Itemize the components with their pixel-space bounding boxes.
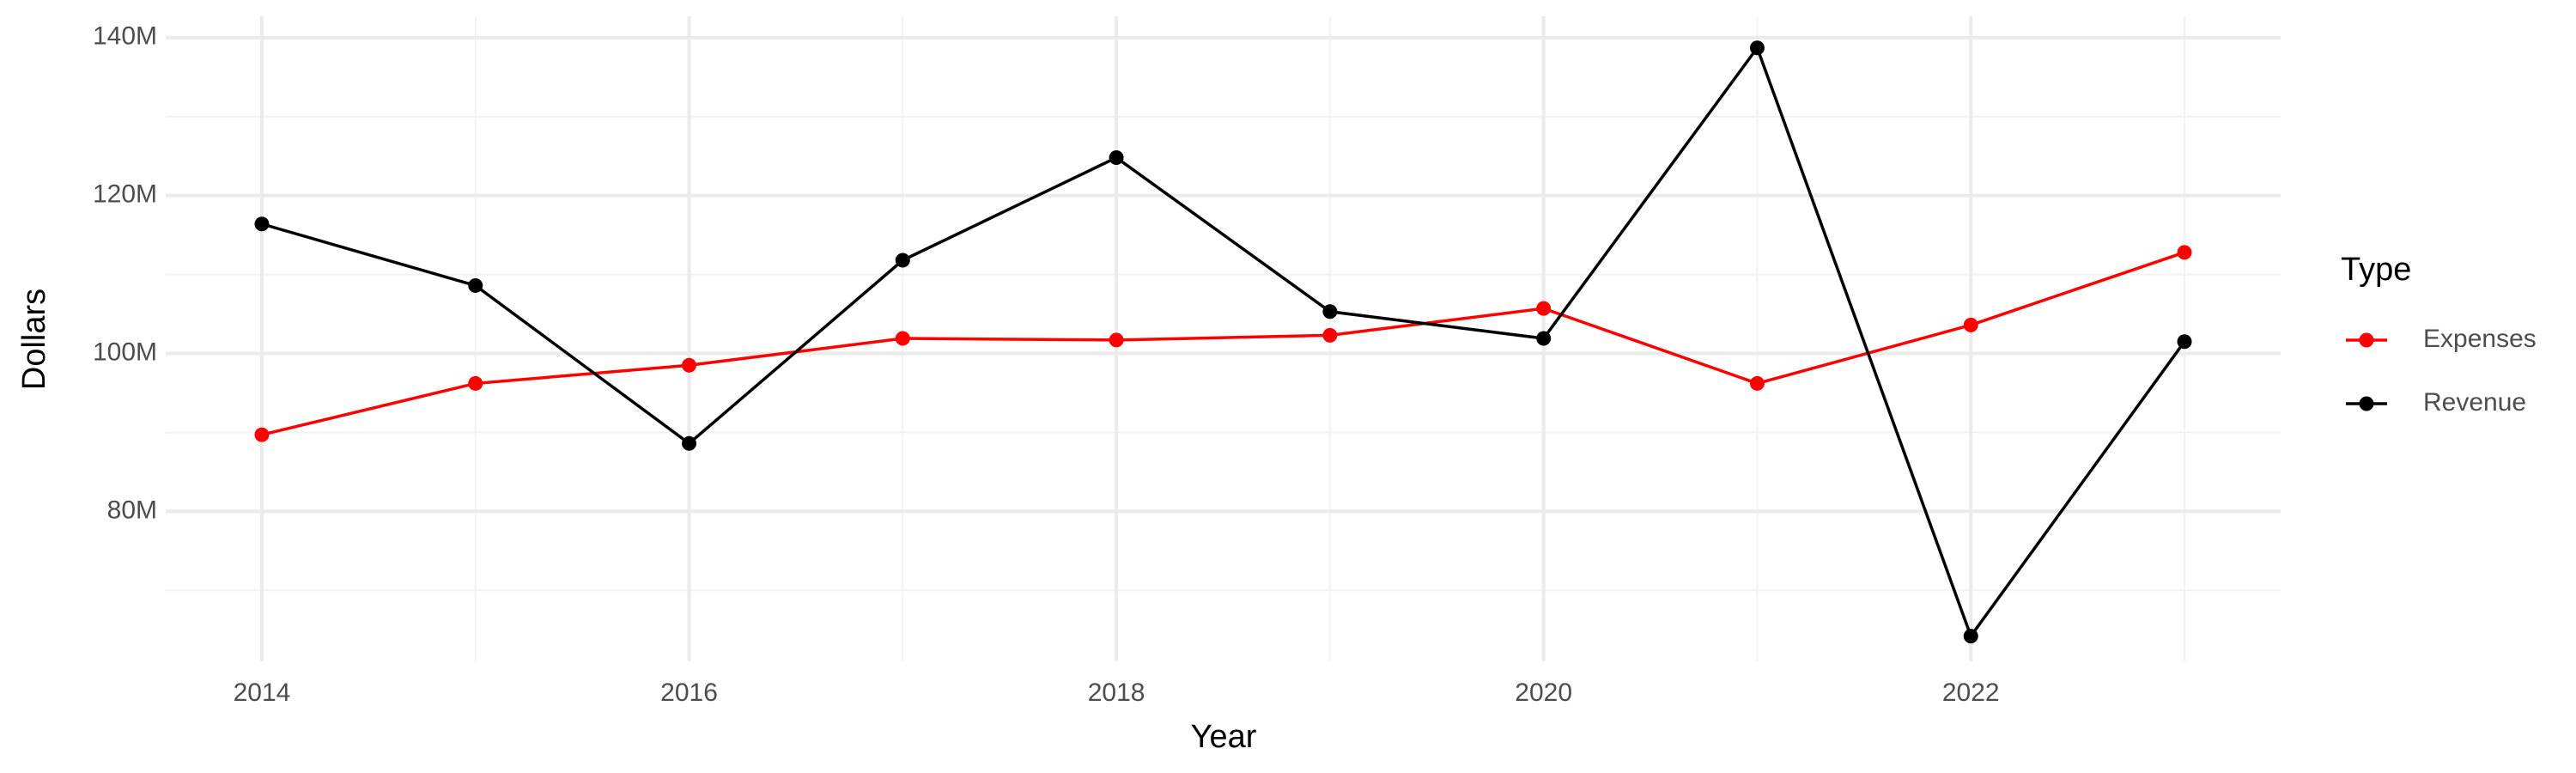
data-point	[1536, 331, 1552, 346]
data-point	[1749, 375, 1765, 391]
series-line	[261, 251, 2185, 436]
data-point	[1109, 150, 1124, 166]
legend-marker	[2359, 332, 2374, 348]
y-tick-label: 120M	[93, 180, 157, 209]
data-point	[682, 357, 697, 373]
x-tick-label: 2018	[1088, 679, 1145, 707]
data-point	[895, 331, 910, 346]
x-tick-label: 2020	[1515, 679, 1572, 707]
data-point	[1536, 301, 1552, 316]
y-tick-label: 140M	[93, 22, 157, 51]
legend-marker	[2359, 396, 2374, 411]
y-axis-title: Dollars	[16, 289, 52, 390]
data-point	[1109, 332, 1124, 348]
x-tick-label: 2016	[660, 679, 718, 707]
data-point	[254, 216, 270, 232]
series-line	[261, 45, 2186, 640]
data-point	[2177, 245, 2192, 260]
data-point	[1963, 629, 1978, 644]
data-point	[468, 277, 483, 293]
legend-label: Revenue	[2423, 388, 2526, 417]
data-point	[1322, 304, 1338, 320]
x-tick-label: 2014	[234, 679, 291, 707]
data-point	[1963, 317, 1978, 332]
data-point	[1749, 40, 1765, 56]
data-point	[2177, 334, 2192, 350]
x-axis-title: Year	[1191, 719, 1257, 755]
y-tick-label: 80M	[107, 496, 157, 524]
y-tick-label: 100M	[93, 338, 157, 366]
data-point	[254, 427, 270, 442]
legend-label: Expenses	[2423, 325, 2537, 353]
data-point	[682, 435, 697, 451]
legend-title: Type	[2341, 252, 2411, 288]
data-point	[1322, 327, 1338, 343]
data-point	[895, 253, 910, 268]
data-point	[468, 375, 483, 391]
x-tick-label: 2022	[1942, 679, 2000, 707]
